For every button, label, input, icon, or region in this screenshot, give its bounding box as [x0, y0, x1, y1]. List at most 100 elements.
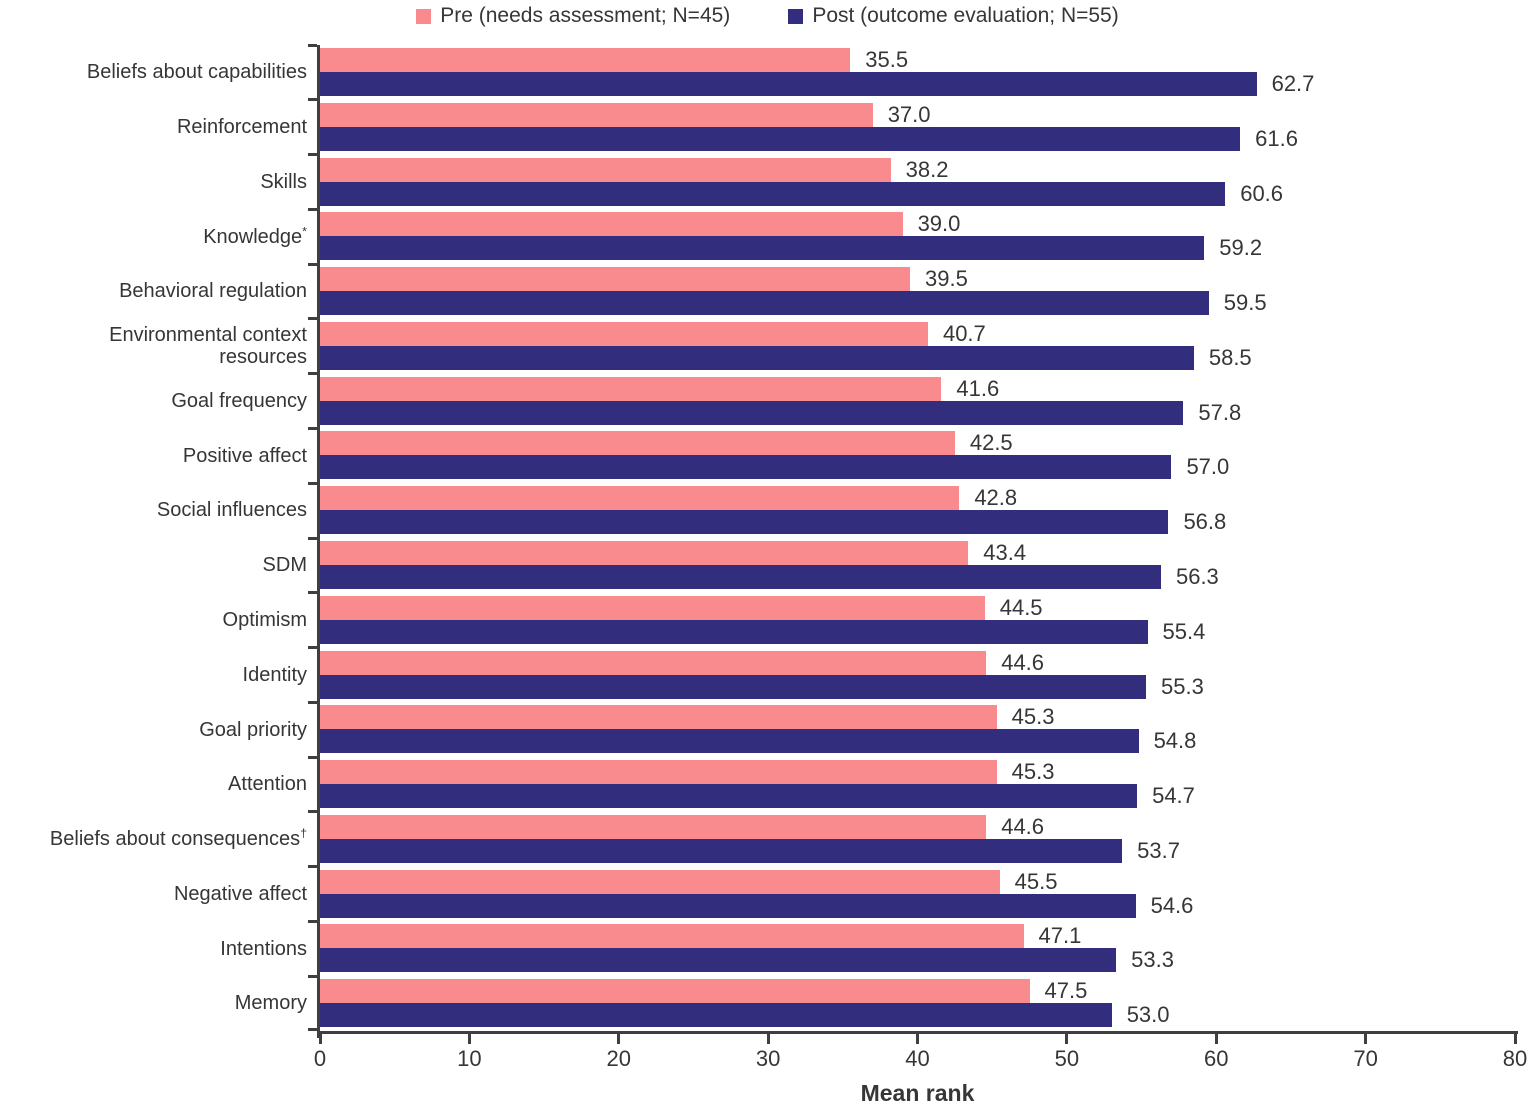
category-label: Identity: [39, 648, 307, 703]
category-label-text: Positive affect: [182, 444, 307, 467]
x-axis-tick: [467, 1031, 471, 1044]
y-axis-tick: [308, 755, 317, 759]
post-bar: [320, 948, 1117, 973]
x-axis-title: Mean rank: [860, 1080, 975, 1106]
post-value-label: 56.3: [1175, 564, 1219, 589]
pre-bar: [320, 321, 928, 346]
legend-item-post: Post (outcome evaluation; N=55): [788, 4, 1119, 28]
pre-value-label: 44.5: [999, 594, 1043, 620]
pre-bar: [320, 102, 873, 127]
post-value-label: 59.5: [1223, 290, 1267, 316]
post-bar: [320, 619, 1148, 644]
post-value-label: 55.3: [1161, 673, 1204, 699]
pre-value-label: 45.5: [1014, 868, 1058, 894]
y-axis-tick: [308, 262, 317, 266]
pre-bar: [320, 760, 997, 785]
x-axis-tick-label: 40: [905, 1046, 930, 1071]
post-bar: [320, 510, 1169, 535]
pre-value-label: 35.5: [865, 47, 909, 72]
category-label-text: Memory: [234, 992, 307, 1015]
pre-bar: [320, 48, 851, 72]
category-label: Beliefs about capabilities: [39, 45, 307, 100]
chart-legend: Pre (needs assessment; N=45) Post (outco…: [0, 4, 1535, 28]
category-label-text: Attention: [228, 773, 307, 796]
post-bar: [320, 729, 1139, 754]
pre-bar: [320, 267, 911, 292]
y-axis-tick: [308, 43, 317, 47]
post-bar: [320, 345, 1194, 370]
pre-value-label: 39.5: [925, 266, 968, 292]
post-value-label: 56.8: [1183, 509, 1227, 535]
y-axis-tick: [308, 207, 317, 211]
y-axis-tick: [308, 536, 317, 540]
post-bar: [320, 838, 1123, 863]
pre-value-label: 45.3: [1011, 704, 1055, 730]
category-label-text: SDM: [262, 554, 307, 577]
legend-label-post: Post (outcome evaluation; N=55): [812, 4, 1119, 27]
post-value-label: 61.6: [1255, 125, 1298, 151]
post-value-label: 60.6: [1240, 180, 1284, 206]
pre-bar: [320, 541, 969, 565]
x-axis-tick-label: 80: [1502, 1046, 1528, 1071]
pre-bar: [320, 376, 942, 401]
pre-bar: [320, 595, 985, 620]
pre-bar: [320, 979, 1030, 1004]
post-bar: [320, 1003, 1112, 1028]
category-label: Negative affect: [39, 867, 307, 922]
category-label: Reinforcement: [39, 100, 307, 155]
x-axis-tick: [1214, 1031, 1218, 1044]
post-bar: [320, 674, 1147, 699]
post-bar: [320, 126, 1241, 151]
post-bar: [320, 893, 1136, 918]
y-axis-tick: [308, 317, 317, 321]
x-axis-tick-label: 30: [755, 1046, 781, 1071]
pre-bar: [320, 486, 960, 511]
category-label-text: Identity: [242, 663, 307, 686]
y-axis-tick: [308, 646, 317, 650]
y-axis-tick: [308, 98, 317, 102]
pre-value-label: 41.6: [956, 375, 1000, 401]
pre-value-label: 39.0: [917, 211, 961, 237]
post-bar: [320, 400, 1184, 425]
category-label-text: Goal priority: [199, 718, 307, 741]
category-label-text: Intentions: [220, 937, 307, 960]
post-bar: [320, 291, 1209, 316]
pre-value-label: 42.5: [969, 430, 1013, 456]
pre-bar: [320, 157, 891, 182]
category-label-text: Optimism: [222, 608, 307, 631]
category-label: Memory: [39, 976, 307, 1031]
x-axis-tick: [916, 1031, 919, 1044]
post-bar: [320, 455, 1172, 480]
category-label: Attention: [39, 757, 307, 812]
category-label-text: Skills: [260, 170, 307, 193]
post-value-label: 59.2: [1219, 235, 1263, 261]
superscript-marker: *: [302, 223, 307, 238]
category-label: Goal priority: [39, 702, 307, 757]
pre-series-swatch: [416, 8, 432, 24]
legend-item-pre: Pre (needs assessment; N=45): [416, 4, 730, 28]
pre-value-label: 47.1: [1038, 923, 1082, 949]
y-axis-tick: [308, 810, 317, 814]
category-label: Skills: [39, 155, 307, 210]
y-axis-tick: [308, 865, 317, 869]
plot-area: Beliefs about capabilities 35.5 62.7 Reinfo…: [50, 43, 1527, 1071]
post-value-label: 57.0: [1186, 454, 1230, 480]
post-value-label: 54.8: [1153, 728, 1197, 754]
y-axis-tick: [308, 700, 317, 704]
category-label-text: Environmental context resources: [109, 323, 307, 369]
y-axis-tick: [308, 1028, 317, 1031]
pre-value-label: 38.2: [905, 156, 949, 182]
category-label-text: Social influences: [156, 499, 307, 522]
y-axis-tick: [308, 974, 317, 978]
pre-value-label: 42.8: [974, 485, 1018, 511]
category-label: Knowledge*: [39, 209, 307, 264]
y-axis-tick: [308, 372, 317, 376]
post-value-label: 62.7: [1271, 71, 1315, 96]
y-axis-line: [317, 45, 320, 1038]
post-value-label: 53.0: [1126, 1002, 1170, 1028]
y-axis-tick: [308, 919, 317, 923]
pre-value-label: 44.6: [1001, 649, 1045, 675]
post-value-label: 53.7: [1137, 837, 1180, 863]
category-label-text: Negative affect: [173, 882, 307, 905]
x-axis-tick: [1513, 1031, 1517, 1044]
